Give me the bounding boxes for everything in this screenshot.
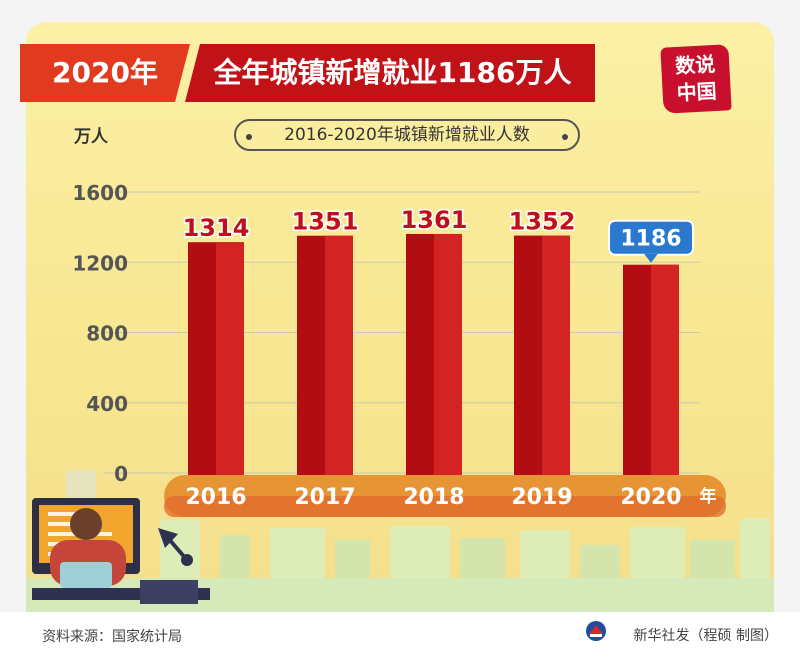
y-tick-label: 400: [86, 392, 128, 416]
pill-dot-left: [246, 134, 252, 140]
x-axis-unit: 年: [700, 486, 717, 507]
value-label: 1361: [401, 206, 468, 234]
value-label: 1352: [509, 208, 576, 236]
desk-drawer: [140, 580, 198, 604]
bar-highlight: [216, 242, 244, 475]
y-tick-label: 0: [114, 462, 128, 486]
x-tick-label: 2017: [294, 485, 355, 510]
person-head: [70, 508, 102, 540]
footer: 资料来源：国家统计局 新华社发（程硕 制图）: [0, 612, 800, 657]
bar-highlight: [434, 233, 462, 475]
xinhua-logo-icon: [586, 621, 606, 641]
banner-headline: 全年城镇新增就业1186万人: [213, 56, 572, 89]
x-tick-label: 2020: [620, 485, 681, 510]
chair-back: [60, 562, 112, 588]
value-label: 1314: [183, 214, 250, 242]
banner-shape: [20, 44, 595, 102]
value-label: 1351: [292, 208, 359, 236]
lamp-head: [158, 528, 178, 548]
bar-chart: 0 400 800 1200 1600 1314 2016 1351 2017 1361 2018 1…: [26, 181, 774, 612]
credit-note: 新华社发（程硕 制图）: [633, 628, 778, 644]
bar-highlight: [651, 264, 679, 475]
bar-highlight: [542, 235, 570, 475]
y-tick-label: 1200: [72, 251, 128, 275]
title-banner: 2020年 全年城镇新增就业1186万人: [20, 44, 595, 102]
x-tick-label: 2016: [185, 485, 246, 510]
banner-year: 2020年: [52, 56, 158, 89]
code-line: [48, 512, 78, 516]
y-tick-label: 1600: [72, 181, 128, 205]
chart-title-text: 2016-2020年城镇新增就业人数: [284, 125, 530, 145]
y-tick-label: 800: [86, 322, 128, 346]
bar-highlight: [325, 235, 353, 475]
pill-dot-right: [562, 134, 568, 140]
x-tick-label: 2019: [511, 485, 572, 510]
value-label-pointer: [644, 253, 658, 263]
y-axis-unit: 万人: [74, 127, 108, 147]
chart-title: 2016-2020年城镇新增就业人数: [234, 119, 580, 151]
x-tick-label: 2018: [403, 485, 464, 510]
source-note: 资料来源：国家统计局: [42, 629, 182, 645]
x-axis-band-shade: [164, 496, 726, 517]
lamp-arm: [166, 536, 189, 562]
value-label: 1186: [620, 227, 681, 252]
